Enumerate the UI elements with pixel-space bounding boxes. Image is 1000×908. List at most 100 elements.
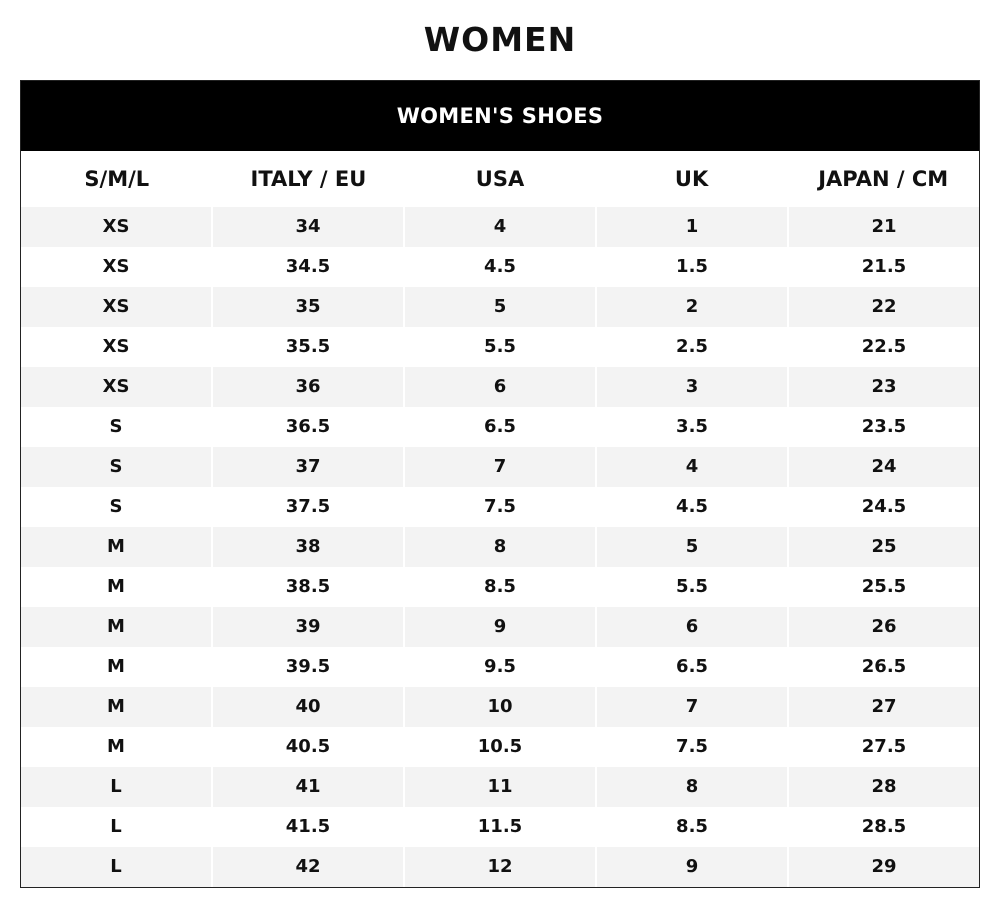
uk-cell: 9 [597, 847, 789, 887]
size-letter-cell: M [21, 647, 213, 687]
uk-cell: 2 [597, 287, 789, 327]
table-row: S 36.5 6.5 3.5 23.5 [21, 407, 979, 447]
uk-cell: 1 [597, 207, 789, 247]
usa-cell: 7.5 [405, 487, 597, 527]
table-row: XS 34 4 1 21 [21, 207, 979, 247]
size-letter-cell: L [21, 807, 213, 847]
size-letter-cell: XS [21, 367, 213, 407]
japan-cm-cell: 24 [789, 447, 979, 487]
italy-eu-cell: 40.5 [213, 727, 405, 767]
japan-cm-cell: 21.5 [861, 256, 907, 277]
table-row: S 37.5 7.5 4.5 24.5 [21, 487, 979, 527]
usa-cell: 6.5 [405, 407, 597, 447]
uk-cell: 8 [597, 767, 789, 807]
table-row: M 40 10 7 27 [21, 687, 979, 727]
italy-eu-cell: 36.5 [213, 407, 405, 447]
table-header-row: S/M/L ITALY / EU USA UK JAPAN / CM [21, 151, 979, 207]
japan-cm-cell: 22 [789, 287, 979, 327]
japan-cm-cell: 28 [789, 767, 979, 807]
usa-cell: 6 [405, 367, 597, 407]
italy-eu-cell: 39 [213, 607, 405, 647]
size-letter-cell: XS [21, 247, 213, 287]
usa-cell: 12 [405, 847, 597, 887]
italy-eu-cell: 38 [213, 527, 405, 567]
size-letter-cell: M [21, 527, 213, 567]
table-row: M 38.5 8.5 5.5 25.5 [21, 567, 979, 607]
table-row: M 39.5 9.5 6.5 26.5 [21, 647, 979, 687]
size-letter-cell: L [21, 767, 213, 807]
usa-cell: 8.5 [405, 567, 597, 607]
size-chart-table: WOMEN'S SHOES S/M/L ITALY / EU USA UK JA… [20, 80, 980, 888]
usa-cell: 8 [405, 527, 597, 567]
usa-cell: 10.5 [405, 727, 597, 767]
italy-eu-cell: 35 [213, 287, 405, 327]
italy-eu-cell: 41 [213, 767, 405, 807]
size-letter-cell: M [21, 607, 213, 647]
table-row: L 41 11 8 28 [21, 767, 979, 807]
table-row: XS 36 6 3 23 [21, 367, 979, 407]
japan-cm-cell: 28.5 [861, 816, 907, 837]
uk-cell: 4.5 [597, 487, 789, 527]
size-letter-cell: XS [21, 287, 213, 327]
column-header-sml: S/M/L [84, 167, 150, 191]
uk-cell: 5.5 [597, 567, 789, 607]
table-row: S 37 7 4 24 [21, 447, 979, 487]
usa-cell: 4.5 [405, 247, 597, 287]
table-row: M 40.5 10.5 7.5 27.5 [21, 727, 979, 767]
usa-cell: 5 [405, 287, 597, 327]
italy-eu-cell: 42 [213, 847, 405, 887]
size-letter-cell: M [21, 727, 213, 767]
usa-cell: 11 [405, 767, 597, 807]
usa-cell: 4 [405, 207, 597, 247]
italy-eu-cell: 34.5 [213, 247, 405, 287]
japan-cm-cell: 22.5 [861, 336, 907, 357]
size-letter-cell: L [21, 847, 213, 887]
uk-cell: 4 [597, 447, 789, 487]
italy-eu-cell: 40 [213, 687, 405, 727]
size-letter-cell: S [21, 407, 213, 447]
page-title: WOMEN [423, 20, 577, 59]
size-letter-cell: XS [21, 207, 213, 247]
italy-eu-cell: 37.5 [213, 487, 405, 527]
table-body: XS 34 4 1 21 XS 34.5 4.5 1.5 21.5 XS 35 5 2 22 XS 35.5 5.… [21, 207, 979, 887]
column-header-japan-cm: JAPAN / CM [818, 167, 949, 191]
size-letter-cell: S [21, 487, 213, 527]
japan-cm-cell: 21 [789, 207, 979, 247]
japan-cm-cell: 23.5 [861, 416, 907, 437]
italy-eu-cell: 41.5 [213, 807, 405, 847]
japan-cm-cell: 25.5 [861, 576, 907, 597]
italy-eu-cell: 35.5 [213, 327, 405, 367]
column-header-italy-eu: ITALY / EU [250, 167, 367, 191]
usa-cell: 9 [405, 607, 597, 647]
uk-cell: 3.5 [597, 407, 789, 447]
usa-cell: 9.5 [405, 647, 597, 687]
japan-cm-cell: 27.5 [861, 736, 907, 757]
table-row: XS 35 5 2 22 [21, 287, 979, 327]
uk-cell: 2.5 [597, 327, 789, 367]
usa-cell: 11.5 [405, 807, 597, 847]
usa-cell: 10 [405, 687, 597, 727]
usa-cell: 5.5 [405, 327, 597, 367]
italy-eu-cell: 37 [213, 447, 405, 487]
uk-cell: 3 [597, 367, 789, 407]
table-row: L 42 12 9 29 [21, 847, 979, 887]
uk-cell: 7.5 [597, 727, 789, 767]
size-letter-cell: XS [21, 327, 213, 367]
italy-eu-cell: 38.5 [213, 567, 405, 607]
japan-cm-cell: 24.5 [861, 496, 907, 517]
column-header-uk: UK [674, 167, 709, 191]
column-header-usa: USA [475, 167, 525, 191]
size-letter-cell: M [21, 687, 213, 727]
size-letter-cell: M [21, 567, 213, 607]
table-row: M 38 8 5 25 [21, 527, 979, 567]
table-row: XS 34.5 4.5 1.5 21.5 [21, 247, 979, 287]
size-letter-cell: S [21, 447, 213, 487]
italy-eu-cell: 34 [213, 207, 405, 247]
japan-cm-cell: 29 [789, 847, 979, 887]
table-row: M 39 9 6 26 [21, 607, 979, 647]
japan-cm-cell: 23 [789, 367, 979, 407]
usa-cell: 7 [405, 447, 597, 487]
italy-eu-cell: 39.5 [213, 647, 405, 687]
uk-cell: 5 [597, 527, 789, 567]
japan-cm-cell: 27 [789, 687, 979, 727]
